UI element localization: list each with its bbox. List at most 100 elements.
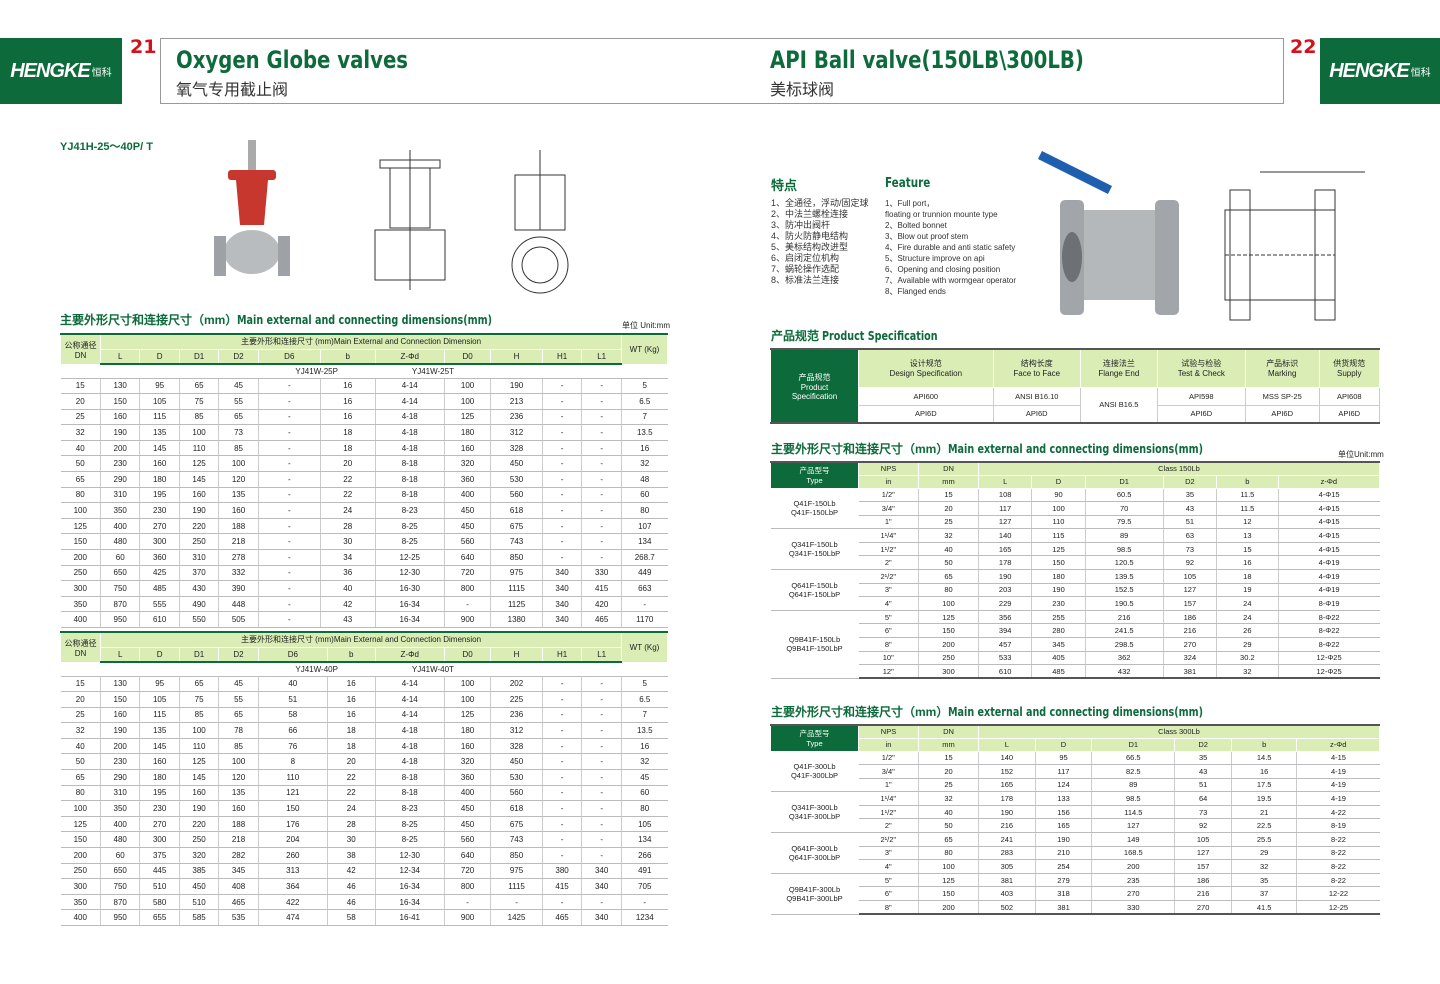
table-cell: 20 <box>918 764 979 779</box>
table-cell: 216 <box>1163 623 1218 639</box>
table-cell: 150 <box>100 691 141 708</box>
ball-valve-drawing <box>1224 171 1365 321</box>
table-cell: 165 <box>1035 818 1093 834</box>
table-cell: 45 <box>218 378 259 395</box>
table-cell: - <box>581 502 622 519</box>
spec-cell: API6D <box>1156 404 1246 424</box>
table-cell: 4-19 <box>1296 778 1380 793</box>
table-cell: 188 <box>218 816 259 833</box>
table-cell: 100 <box>918 596 979 611</box>
column-header: D0 <box>443 646 492 663</box>
table-cell: 160 <box>100 707 141 724</box>
table-cell: 2¹/2" <box>858 569 919 584</box>
table-cell: 25 <box>60 707 101 724</box>
table-cell: 330 <box>1091 900 1176 916</box>
table-cell: 135 <box>218 487 259 504</box>
table-row: 2" 50 178 150 120.5 92 16 4-Φ19 <box>771 555 1380 571</box>
table-header: 产品型号 Type NPS DN Class 300Lb in mm L D D1 D2 b z-Φd <box>770 724 1380 752</box>
dn-header: DN <box>918 724 979 739</box>
spec-header-row: 产品规范 Product Specification 设计规范 Design Speci… <box>770 348 1380 424</box>
table-cell: 186 <box>1174 873 1232 888</box>
table-cell: 300 <box>139 533 180 551</box>
table-cell: - <box>542 518 583 535</box>
column-header: L <box>977 474 1033 489</box>
table-cell: 4-18 <box>375 738 445 755</box>
table-cell: 870 <box>100 894 141 911</box>
table-row: Q9B41F-150Lb Q9B41F-150LbP 5" 125 356 255 216 1… <box>770 610 1380 679</box>
table-cell: - <box>258 549 321 566</box>
table-cell: 16-34 <box>375 596 445 613</box>
table-cell: 160 <box>179 785 220 802</box>
table-cell: 190 <box>100 722 141 739</box>
table-cell: 340 <box>542 580 583 597</box>
table-cell: 12-30 <box>375 565 445 582</box>
table-cell: 236 <box>490 707 543 724</box>
table-cell: 340 <box>542 596 583 613</box>
table-row: 65 290 180 145 120-22 8-18 360 530- -48 <box>60 471 668 488</box>
feature-item: 6、Opening and closing position <box>885 265 1001 274</box>
table-row: 15 130 95 65 45 40 16 4-14 100 202- -5 <box>60 676 668 693</box>
table-cell: 32 <box>60 424 101 441</box>
table-cell: 100 <box>444 393 492 410</box>
table-cell: 70 <box>1085 501 1164 516</box>
table-cell: 340 <box>542 611 583 628</box>
table-row: 25 160 115 85 65-16 4-18 125 236- -7 <box>60 409 668 426</box>
feature-item: 4、Fire durable and anti static safety <box>885 243 1016 252</box>
table-cell: 200 <box>100 440 141 457</box>
table-cell: 474 <box>258 909 328 926</box>
table-cell: 8-19 <box>1296 818 1380 834</box>
table-cell: 8-18 <box>375 487 445 504</box>
table-cell: 8-22 <box>1296 873 1380 888</box>
table-cell: 1380 <box>490 611 543 628</box>
table-cell: 43 <box>1174 764 1232 779</box>
table-header: 公称通径 DN 主要外形和连接尺寸 (mm)Main External and C… <box>60 631 668 663</box>
table-cell: 127 <box>1163 583 1218 598</box>
table-cell: - <box>258 487 321 504</box>
table-cell: - <box>581 549 622 566</box>
spec-column-header: 供货规范 Supply <box>1318 348 1380 388</box>
table-cell: 157 <box>1163 596 1218 611</box>
table-cell: 8" <box>858 637 919 652</box>
column-header: D <box>1031 474 1086 489</box>
type-header-line: Type <box>806 476 823 486</box>
table-cell: 37 <box>1231 886 1298 902</box>
table-cell: 6.5 <box>621 393 668 410</box>
table-cell: 204 <box>258 831 328 849</box>
feature-item: 4、防火防静电结构 <box>771 231 849 241</box>
table-cell: 160 <box>444 440 492 457</box>
table-cell: 8-25 <box>375 831 445 849</box>
spec-header-line: 连接法兰 <box>1102 359 1135 369</box>
table-cell: 6.5 <box>621 691 668 708</box>
table-cell: 400 <box>100 816 141 833</box>
table-cell: - <box>258 440 321 457</box>
table-cell: 350 <box>60 894 101 911</box>
spec-cell: ANSI B16.5 <box>1079 386 1158 424</box>
table-cell: 750 <box>100 580 141 597</box>
feature-item: 2、Bolted bonnet <box>885 221 947 230</box>
table-cell: - <box>581 393 622 410</box>
table-cell: - <box>542 894 583 911</box>
table-cell: 4-18 <box>375 440 445 457</box>
table-cell: 485 <box>1031 664 1086 680</box>
table-cell: 5 <box>621 378 668 395</box>
table-cell: 450 <box>444 518 492 535</box>
table-cell: 2¹/2" <box>858 832 919 847</box>
table-cell: 125 <box>60 816 101 833</box>
table-row: Q41F-300Lb Q41F-300LbP 1/2" 15 140 95 66.5 35 14… <box>770 751 1380 793</box>
table-row: 65 290 180 145 120 110 22 8-18 360 530- -45 <box>60 769 668 786</box>
table-cell: 50 <box>918 818 979 834</box>
table-cell: 480 <box>100 831 141 849</box>
table-cell: 4-14 <box>375 378 445 395</box>
table-cell: 19 <box>1216 583 1279 598</box>
ball-valve-images <box>1037 150 1365 321</box>
table-cell: 65 <box>218 409 259 426</box>
table-cell: 145 <box>179 769 220 786</box>
table-cell: 26 <box>1216 623 1279 639</box>
table-cell: 105 <box>1163 569 1218 584</box>
table-cell: 800 <box>444 878 492 895</box>
feature-item: 7、蜗轮操作选配 <box>771 264 840 274</box>
table-cell: 95 <box>139 378 180 395</box>
globe-valve-drawing <box>374 150 446 290</box>
table-cell: 270 <box>1163 637 1218 652</box>
table-cell: 29 <box>1216 637 1279 652</box>
